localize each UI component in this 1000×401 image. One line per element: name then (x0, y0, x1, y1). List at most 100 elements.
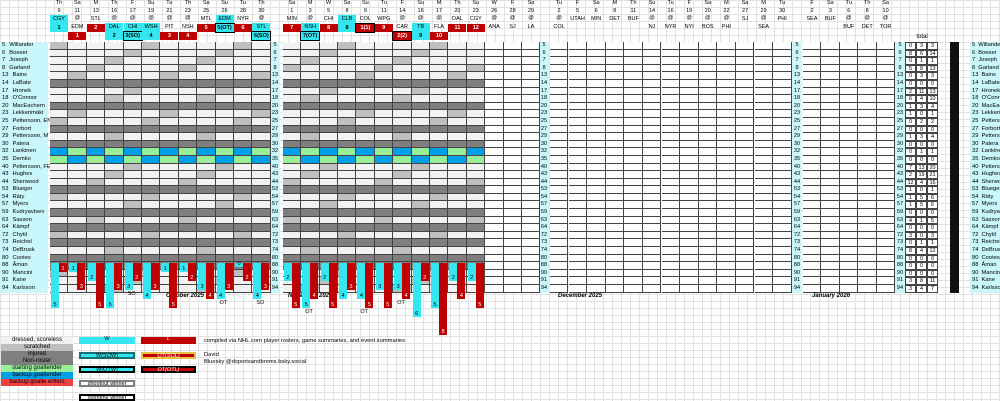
player-game-cell[interactable] (876, 102, 895, 111)
player-game-cell[interactable] (568, 163, 587, 172)
player-game-cell[interactable] (522, 140, 541, 149)
player-game-cell[interactable] (430, 42, 449, 50)
player-game-cell[interactable] (698, 57, 718, 65)
player-game-cell[interactable] (550, 42, 569, 50)
player-game-cell[interactable] (698, 285, 718, 293)
player-game-cell[interactable] (717, 247, 736, 255)
player-game-cell[interactable] (86, 216, 106, 225)
game-header[interactable]: Th 9 CGY 1 (50, 0, 68, 32)
player-game-cell[interactable] (393, 209, 412, 217)
player-game-cell[interactable] (522, 231, 541, 240)
player-game-cell[interactable] (178, 64, 198, 73)
player-game-cell[interactable] (142, 133, 161, 141)
player-game-cell[interactable] (503, 133, 522, 141)
player-game-cell[interactable] (234, 87, 253, 96)
player-game-cell[interactable] (215, 209, 234, 217)
player-game-cell[interactable] (839, 57, 859, 65)
player-game-cell[interactable] (754, 186, 773, 194)
player-game-cell[interactable] (393, 133, 412, 141)
player-game-cell[interactable] (411, 224, 430, 232)
player-game-cell[interactable] (550, 133, 569, 141)
player-game-cell[interactable] (550, 277, 569, 285)
player-game-cell[interactable] (661, 110, 680, 118)
player-game-cell[interactable] (68, 231, 87, 240)
player-game-cell[interactable] (68, 49, 87, 58)
player-game-cell[interactable] (858, 110, 877, 118)
player-game-cell[interactable] (178, 110, 198, 118)
player-game-cell[interactable] (821, 163, 840, 172)
player-game-cell[interactable] (234, 163, 253, 172)
player-game-cell[interactable] (661, 87, 680, 96)
player-game-cell[interactable] (430, 254, 449, 263)
player-game-cell[interactable] (123, 42, 142, 50)
player-game-cell[interactable] (178, 277, 198, 285)
player-game-cell[interactable] (503, 49, 522, 58)
player-game-cell[interactable] (624, 133, 643, 141)
player-game-cell[interactable] (123, 193, 142, 202)
player-game-cell[interactable] (234, 57, 253, 65)
player-game-cell[interactable] (411, 110, 430, 118)
player-game-cell[interactable] (178, 224, 198, 232)
player-game-cell[interactable] (717, 269, 736, 278)
player-game-cell[interactable] (821, 125, 840, 134)
player-game-cell[interactable] (661, 269, 680, 278)
game-header[interactable]: Th 20 DAL 11 (448, 0, 467, 32)
player-game-cell[interactable] (448, 57, 467, 65)
player-game-cell[interactable] (142, 72, 161, 80)
player-game-cell[interactable] (773, 201, 792, 210)
player-game-cell[interactable] (282, 102, 302, 111)
player-game-cell[interactable] (374, 247, 394, 255)
player-game-cell[interactable] (858, 95, 877, 103)
player-game-cell[interactable] (411, 49, 430, 58)
player-game-cell[interactable] (215, 42, 234, 50)
player-game-cell[interactable] (698, 148, 718, 156)
player-game-cell[interactable] (587, 247, 606, 255)
player-game-cell[interactable] (86, 133, 106, 141)
player-game-cell[interactable] (605, 285, 625, 293)
player-game-cell[interactable] (858, 125, 877, 134)
player-game-cell[interactable] (568, 72, 587, 80)
player-game-cell[interactable] (839, 193, 859, 202)
player-game-cell[interactable] (356, 155, 375, 164)
player-game-cell[interactable] (736, 193, 755, 202)
player-game-cell[interactable] (301, 117, 320, 126)
player-game-cell[interactable] (858, 277, 877, 285)
player-game-cell[interactable] (50, 42, 69, 50)
player-game-cell[interactable] (717, 79, 736, 88)
player-game-cell[interactable] (319, 87, 338, 96)
player-game-cell[interactable] (568, 231, 587, 240)
player-game-cell[interactable] (503, 178, 522, 187)
player-game-cell[interactable] (858, 155, 877, 164)
player-game-cell[interactable] (374, 133, 394, 141)
player-game-cell[interactable] (485, 125, 504, 134)
player-game-cell[interactable] (821, 49, 840, 58)
player-game-cell[interactable] (876, 201, 895, 210)
player-game-cell[interactable] (754, 277, 773, 285)
player-game-cell[interactable] (338, 254, 357, 263)
player-game-cell[interactable] (466, 72, 486, 80)
player-game-cell[interactable] (319, 239, 338, 248)
player-game-cell[interactable] (282, 148, 302, 156)
player-game-cell[interactable] (234, 178, 253, 187)
player-game-cell[interactable] (197, 186, 216, 194)
player-game-cell[interactable] (338, 87, 357, 96)
player-game-cell[interactable] (839, 262, 859, 270)
player-game-cell[interactable] (876, 231, 895, 240)
player-game-cell[interactable] (374, 72, 394, 80)
player-game-cell[interactable] (568, 125, 587, 134)
player-game-cell[interactable] (717, 49, 736, 58)
player-game-cell[interactable] (68, 171, 87, 179)
player-game-cell[interactable] (301, 209, 320, 217)
player-game-cell[interactable] (754, 79, 773, 88)
player-game-cell[interactable] (197, 193, 216, 202)
player-game-cell[interactable] (301, 133, 320, 141)
player-game-cell[interactable] (717, 117, 736, 126)
player-game-cell[interactable] (773, 239, 792, 248)
player-game-cell[interactable] (587, 209, 606, 217)
player-game-cell[interactable] (624, 209, 643, 217)
player-game-cell[interactable] (86, 79, 106, 88)
player-game-cell[interactable] (736, 49, 755, 58)
player-game-cell[interactable] (178, 186, 198, 194)
player-game-cell[interactable] (803, 148, 822, 156)
player-game-cell[interactable] (338, 133, 357, 141)
